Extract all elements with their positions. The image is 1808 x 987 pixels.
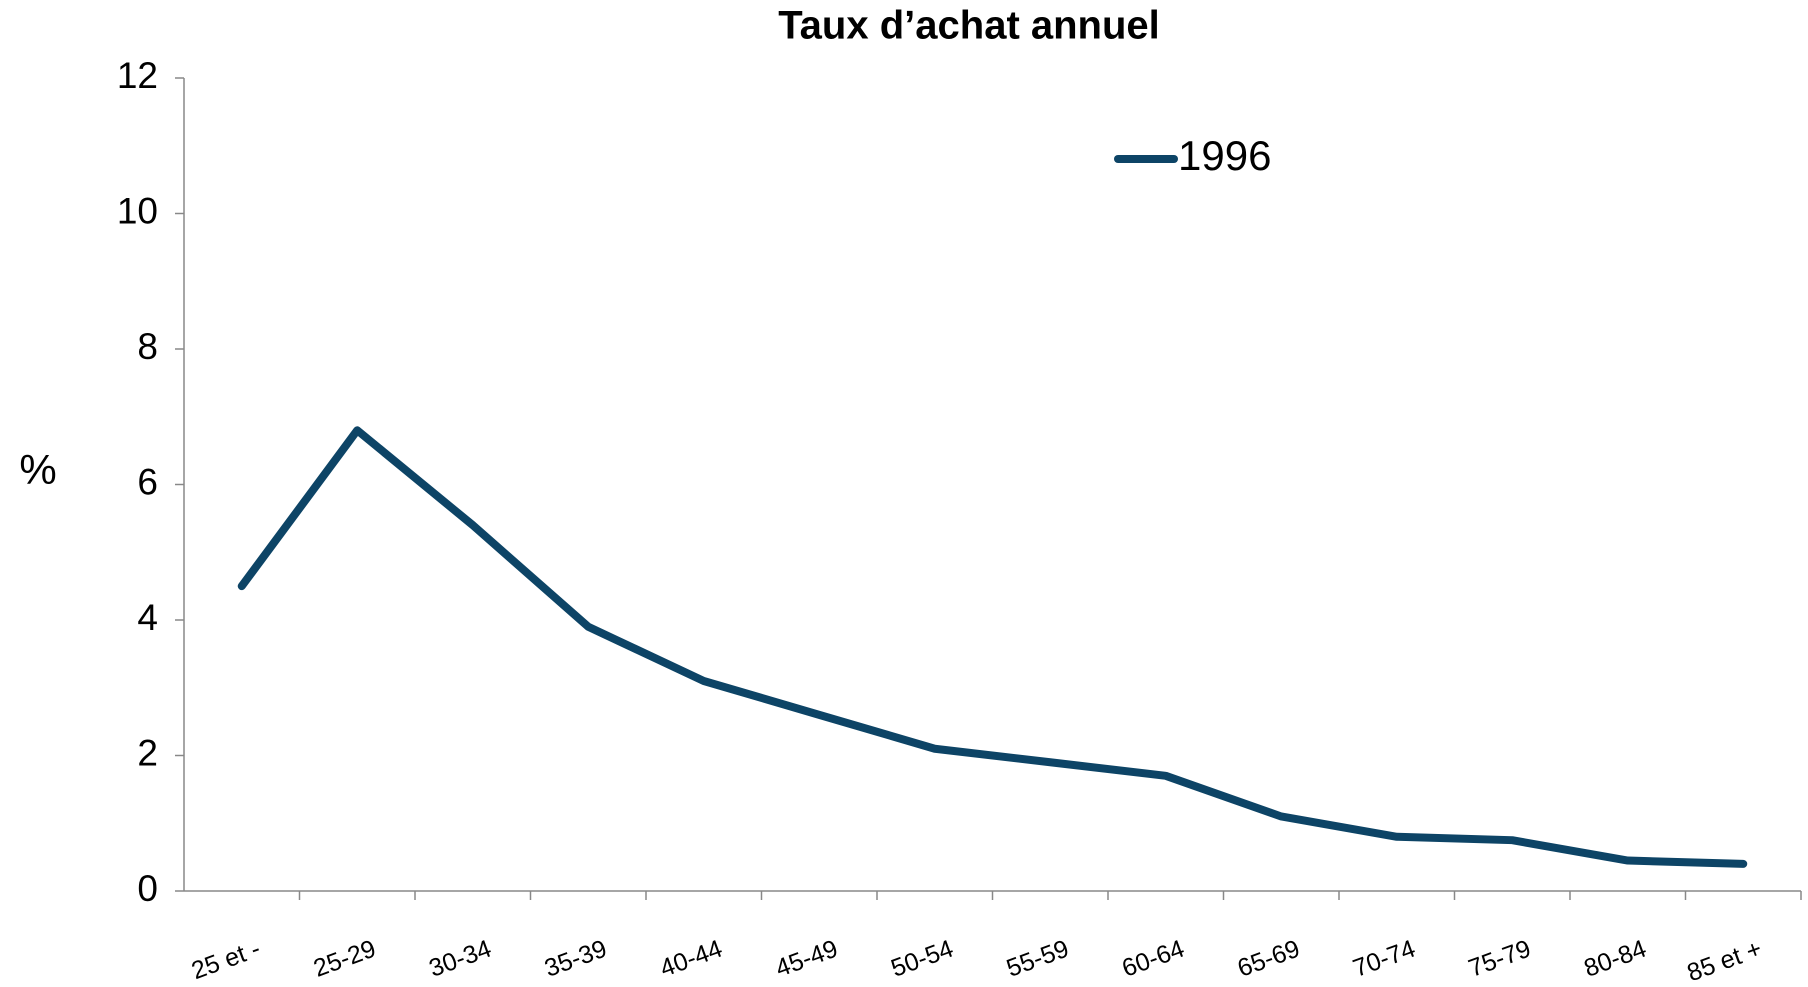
x-tick-label: 40-44 <box>656 935 726 983</box>
y-tick-label: 2 <box>137 732 158 773</box>
y-axis-label: % <box>19 446 56 493</box>
x-tick-label: 50-54 <box>887 935 957 983</box>
x-tick-label: 75-79 <box>1465 935 1535 983</box>
x-tick-label: 65-69 <box>1234 935 1304 983</box>
x-tick-label: 60-64 <box>1118 935 1188 983</box>
y-tick-label: 8 <box>137 326 158 367</box>
y-tick-label: 10 <box>117 190 158 231</box>
x-tick-label: 25 et - <box>188 935 264 986</box>
y-tick-label: 12 <box>117 55 158 96</box>
chart-title: Taux d’achat annuel <box>778 4 1160 48</box>
legend-label: 1996 <box>1178 132 1271 179</box>
x-tick-label: 35-39 <box>541 935 611 983</box>
series-line <box>237 426 1748 868</box>
y-tick-label: 0 <box>137 868 158 909</box>
x-tick-label: 70-74 <box>1349 935 1419 983</box>
x-tick-label: 45-49 <box>772 935 842 983</box>
x-tick-label: 85 et + <box>1683 935 1765 987</box>
x-tick-label: 55-59 <box>1003 935 1073 983</box>
x-tick-label: 30-34 <box>425 935 495 983</box>
x-tick-label: 25-29 <box>310 935 380 983</box>
y-tick-label: 6 <box>137 461 158 502</box>
x-tick-label: 80-84 <box>1580 935 1650 983</box>
y-tick-label: 4 <box>137 597 158 638</box>
